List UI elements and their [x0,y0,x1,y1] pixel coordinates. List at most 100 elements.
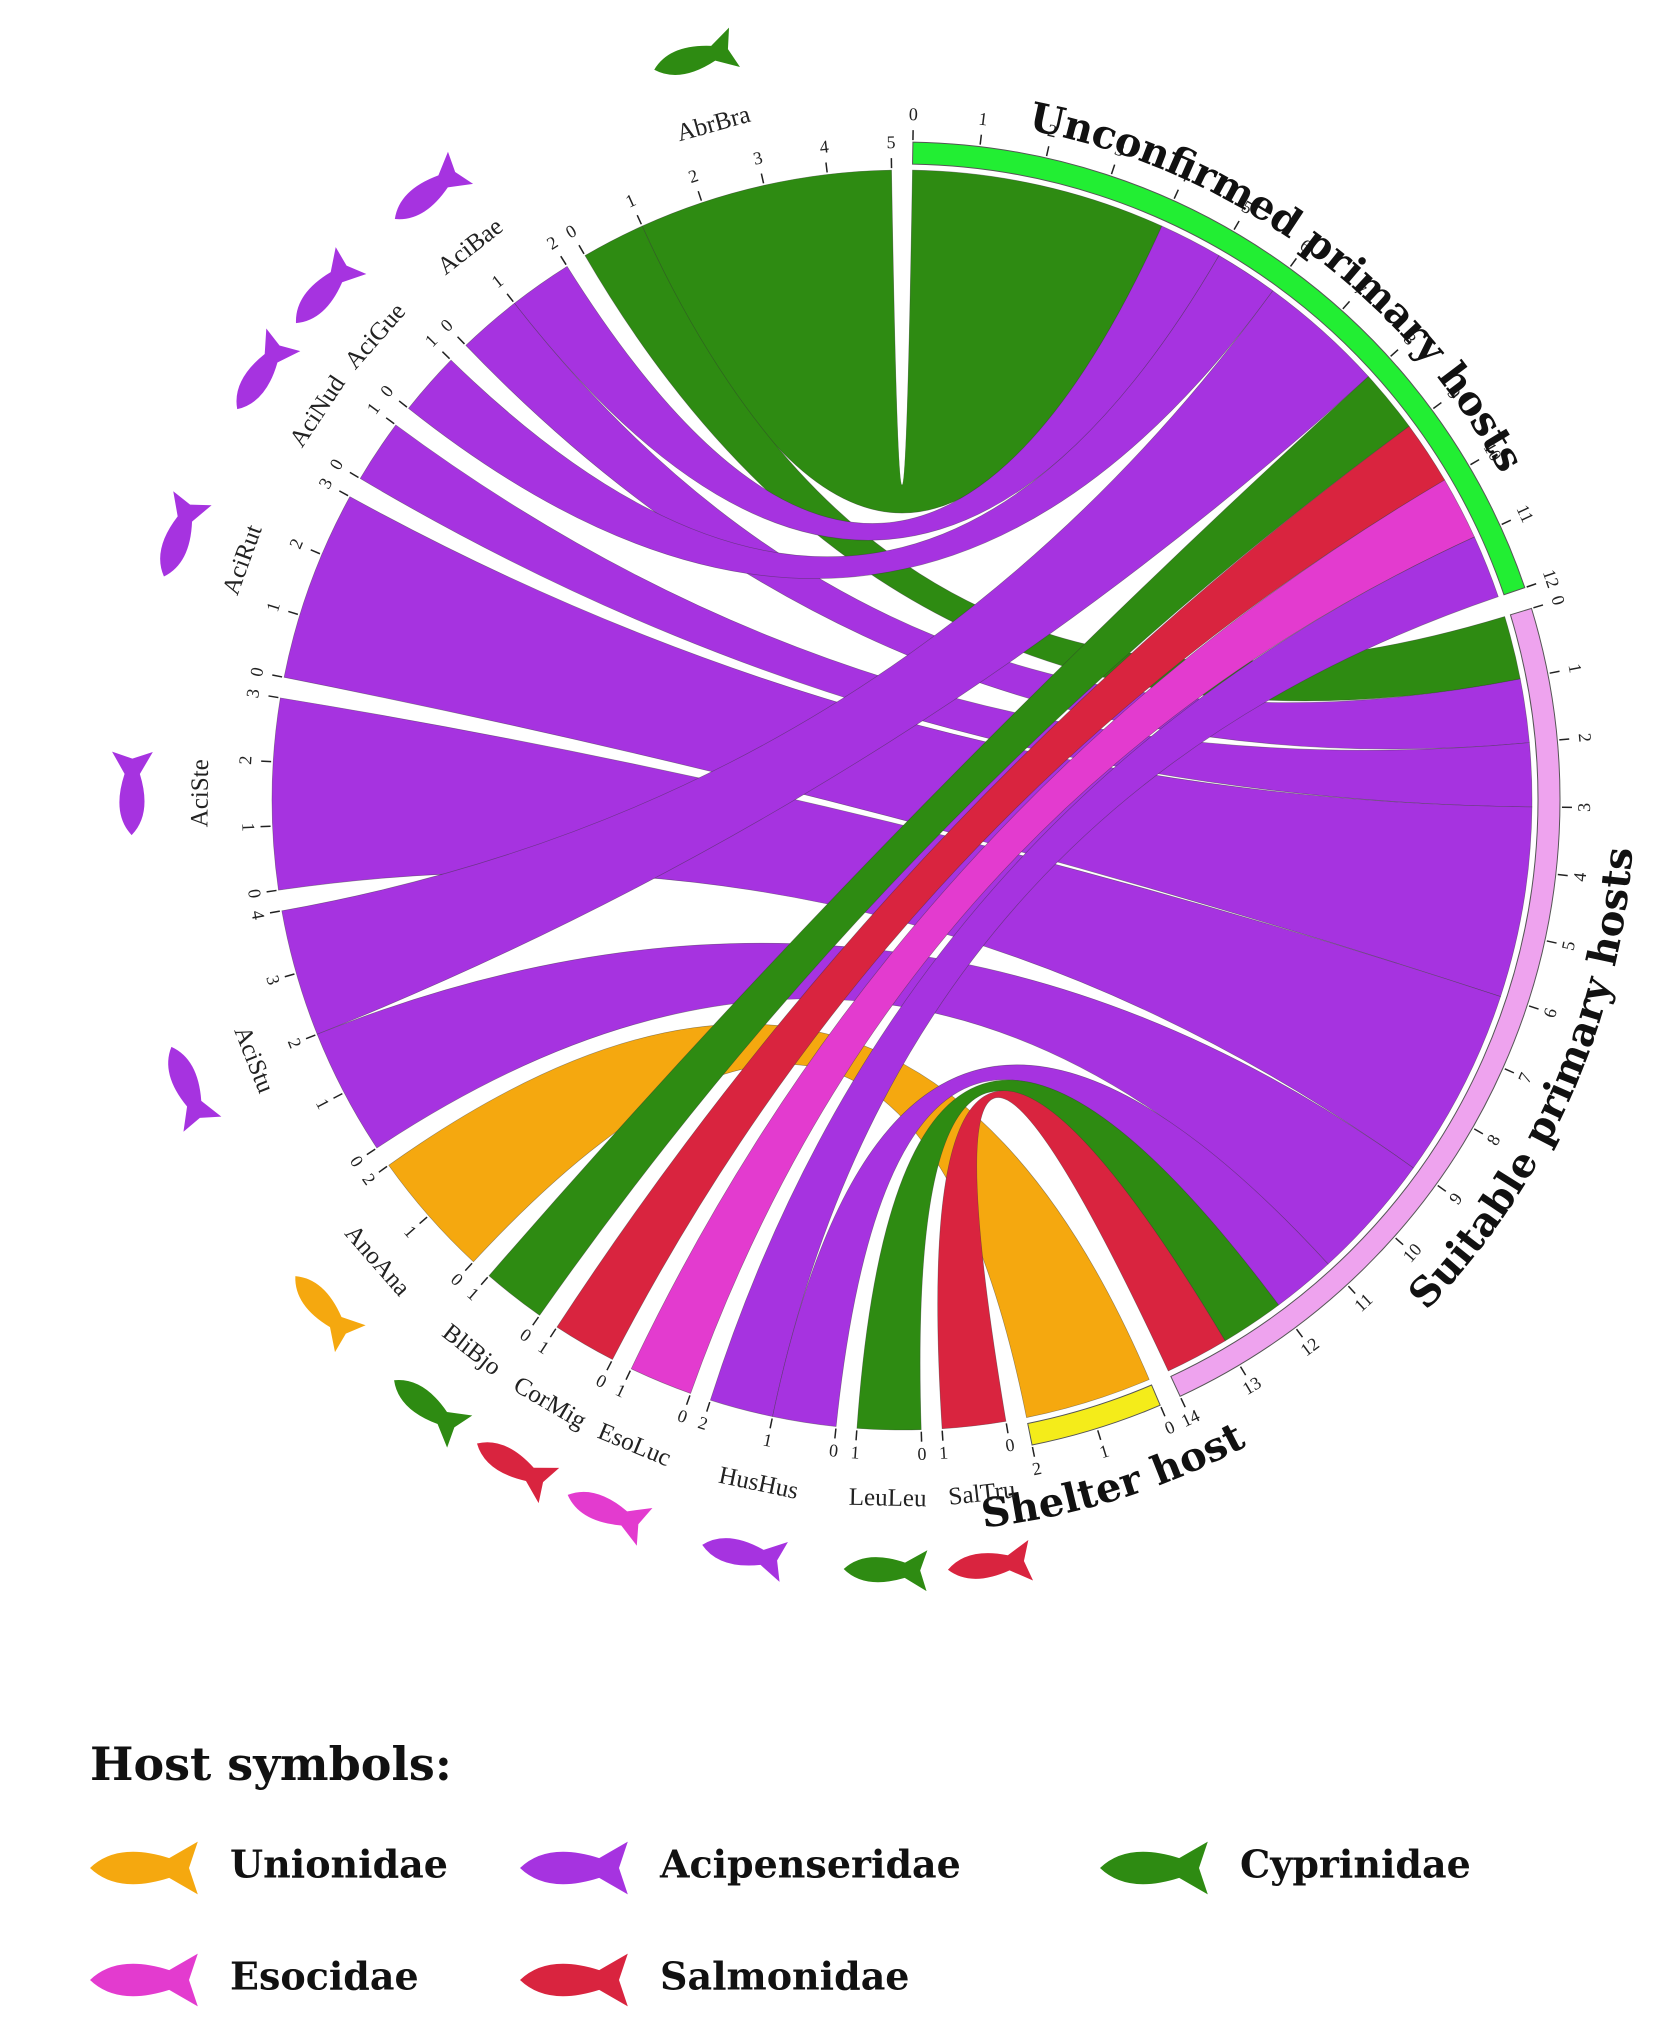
ribbon [316,942,1414,1265]
tick-mark [606,1360,613,1371]
legend: Unionidae Acipenseridae Cyprinidae Esocidae… [90,1842,1471,2007]
host-icon [947,1539,1034,1581]
tick-mark [385,417,395,425]
tick-label: 4 [247,909,268,921]
legend-icon [520,1953,628,2007]
tick-mark [1342,300,1351,310]
tick-mark [419,1216,428,1225]
tick-mark [378,1165,388,1173]
tick-mark [1289,257,1297,267]
tick-label: 0 [246,666,267,679]
tick-label: 0 [1004,1435,1016,1456]
tick-mark [1390,349,1399,357]
tick-mark [1045,146,1050,157]
tick-label: 5 [1558,939,1579,952]
tick-mark [1097,1430,1102,1441]
tick-mark [268,695,279,699]
tick-mark [288,610,299,616]
host-icon [168,1046,222,1132]
legend-icon [90,1841,198,1895]
legend-label: Acipenseridae [659,1842,961,1887]
tick-label: 3 [751,147,764,168]
ribbon [283,496,1533,997]
tick-mark [269,910,280,914]
host-name: AciSte [186,759,214,827]
tick-mark [697,190,703,201]
tick-mark [532,1316,540,1326]
tick-label: 0 [828,1440,839,1461]
ribbon [772,1064,1329,1427]
tick-label: 0 [917,1444,927,1464]
sector-track [912,141,1526,596]
ribbon [937,1090,1226,1430]
tick-mark [578,244,585,255]
tick-mark [310,549,321,555]
tick-label: 0 [244,888,265,900]
tick-label: 1 [938,1443,948,1464]
tick-label: 4 [1569,871,1590,882]
host-icon [654,27,740,75]
tick-mark [284,973,295,978]
ribbon [408,255,1274,579]
host-icon [843,1550,928,1592]
tick-mark [1160,1406,1166,1417]
host-icon [236,328,301,410]
tick-mark [1005,1423,1009,1434]
legend-label: Cyprinidae [1240,1842,1471,1887]
tick-mark [1526,583,1537,588]
tick-mark [941,1430,944,1441]
ribbon [710,536,1499,1417]
ribbon [359,424,1533,808]
tick-mark [338,490,349,497]
tick-mark [441,351,451,360]
ribbon [281,290,1369,1035]
tick-mark [1347,1285,1356,1295]
tick-mark [1432,401,1442,410]
host-name: LeuLeu [849,1484,928,1513]
tick-mark [349,471,359,479]
ribbon [514,225,1220,541]
tick-label: 4 [818,136,829,157]
ribbon [630,479,1475,1394]
host-icon [295,1276,366,1353]
tick-mark [464,1262,473,1272]
tick-label: 2 [1046,120,1059,141]
tick-mark [1546,940,1557,944]
tick-mark [1110,164,1116,175]
tick-mark [1528,1005,1539,1010]
legend-icon [1100,1841,1208,1895]
tick-label: 0 [909,104,918,124]
tick-mark [625,1370,632,1380]
tick-mark [834,1428,837,1439]
host-icon [476,1442,560,1504]
tick-mark [1504,1068,1515,1074]
tick-mark [685,1395,691,1406]
tick-label: 2 [235,755,256,765]
tick-label: 1 [238,822,258,832]
tick-mark [1559,738,1570,741]
tick-label: 3 [242,687,263,699]
host-icon [567,1491,653,1546]
host-icon [295,247,367,324]
tick-mark [549,1328,557,1338]
tick-mark [979,134,983,145]
legend-icon [520,1841,628,1895]
tick-mark [560,255,567,266]
tick-mark [1473,1128,1484,1135]
tick-mark [1173,189,1180,200]
tick-mark [1549,670,1560,674]
host-icon [702,1538,788,1582]
tick-mark [1395,1237,1404,1246]
sector-rings [260,130,1572,1457]
tick-mark [1031,1446,1036,1457]
tick-mark [480,1276,489,1286]
legend-title: Host symbols: [90,1737,452,1791]
tick-label: 1 [761,1429,774,1450]
sector-track [1170,607,1561,1397]
tick-mark [1557,873,1568,877]
tick-label: 2 [1030,1458,1043,1479]
tick-label: 3 [1574,803,1594,812]
tick-mark [305,1034,316,1040]
tick-label: 1 [1564,662,1585,675]
